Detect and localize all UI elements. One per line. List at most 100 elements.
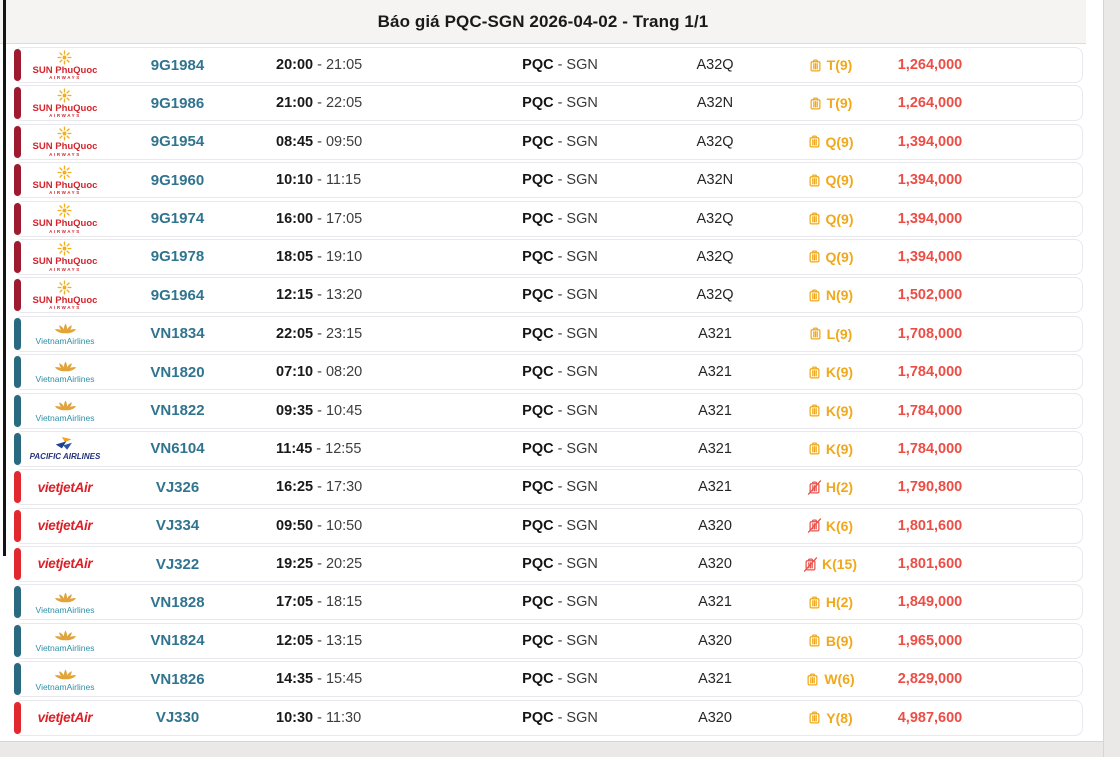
fare-class: Q(9) [825,172,854,189]
price: 1,502,000 [897,287,963,304]
fare-class: K(15) [821,556,857,573]
flight-row[interactable]: VietnamAirlines VN1820 07:10 - 08:20 PQC… [14,354,1083,391]
route-separator: - [557,709,563,726]
flight-number: 9G1986 [150,94,205,112]
route: PQC - SGN [465,671,655,687]
flight-row[interactable]: VietnamAirlines VN1834 22:05 - 23:15 PQC… [14,315,1083,352]
flight-row[interactable]: SUN PhuQuoc AIRWAYS 9G1960 10:10 - 11:15… [14,162,1083,199]
flight-row[interactable]: VietnamAirlines VN1824 12:05 - 13:15 PQC… [14,622,1083,659]
flight-row[interactable]: SUN PhuQuoc AIRWAYS 9G1954 08:45 - 09:50… [14,123,1083,160]
flight-row[interactable]: VietnamAirlines VN1826 14:35 - 15:45 PQC… [14,661,1083,698]
departure-time: 12:15 [276,287,314,304]
fare-class: H(2) [825,594,854,611]
baggage-icon [809,250,819,263]
flight-row[interactable]: PACIFIC AIRLINES VN6104 11:45 - 12:55 PQ… [14,430,1083,467]
route-separator: - [557,671,563,688]
aircraft-type: A320 [698,556,732,573]
flight-row[interactable]: vietjetAir VJ322 19:25 - 20:25 PQC - SGN… [14,546,1083,583]
flight-row[interactable]: SUN PhuQuoc AIRWAYS 9G1978 18:05 - 19:10… [14,238,1083,275]
flight-row[interactable]: vietjetAir VJ330 10:30 - 11:30 PQC - SGN… [14,699,1083,736]
flight-number: VN1824 [150,632,205,650]
route-separator: - [557,440,563,457]
aircraft-type: A321 [698,325,732,342]
flight-row[interactable]: VietnamAirlines VN1822 09:35 - 10:45 PQC… [14,392,1083,429]
airline-accent-bar [14,586,21,619]
aircraft-type: A32N [696,172,734,189]
time-separator: - [317,57,322,73]
route-separator: - [557,210,563,227]
origin-code: PQC [522,517,554,534]
route-separator: - [557,632,563,649]
time-separator: - [317,517,322,534]
flight-row[interactable]: vietjetAir VJ326 16:25 - 17:30 PQC - SGN… [14,469,1083,506]
fare-class: H(2) [825,479,854,496]
flight-number: 9G1978 [150,248,205,266]
origin-code: PQC [522,479,554,496]
origin-code: PQC [522,248,554,265]
price: 1,849,000 [897,594,963,611]
baggage-icon [809,596,820,609]
vietnam-airlines-logo: VietnamAirlines [36,322,94,346]
time-separator: - [317,556,322,573]
sun-icon [57,49,73,65]
flight-number: VN1822 [150,402,205,420]
fare-cell: W(6) [775,671,885,687]
flight-number: VN1826 [150,670,205,688]
departure-time: 14:35 [276,671,314,688]
flight-times: 09:35 - 10:45 [240,403,465,419]
airline-accent-bar [14,87,21,120]
flight-row[interactable]: VietnamAirlines VN1828 17:05 - 18:15 PQC… [14,584,1083,621]
price: 1,965,000 [897,632,963,649]
flight-number: VJ330 [155,709,200,727]
fare-cell: K(15) [775,556,885,572]
airline-name: VietnamAirlines [35,374,95,385]
departure-time: 19:25 [276,556,314,573]
time-separator: - [317,133,322,150]
no-baggage [807,518,822,533]
flight-times: 16:00 - 17:05 [240,211,465,227]
fare-class: T(9) [826,95,853,112]
origin-code: PQC [522,364,554,381]
airline-logo: VietnamAirlines [15,591,115,615]
aircraft-type: A321 [698,440,732,457]
flight-row[interactable]: SUN PhuQuoc AIRWAYS 9G1974 16:00 - 17:05… [14,200,1083,237]
fare-cell: Q(9) [775,249,885,265]
flight-list: SUN PhuQuoc AIRWAYS 9G1984 20:00 - 21:05… [14,47,1083,738]
arrival-time: 22:05 [325,95,363,112]
right-strip [1103,0,1120,757]
destination-code: SGN [566,517,598,534]
price: 1,264,000 [897,57,963,73]
flight-row[interactable]: SUN PhuQuoc AIRWAYS 9G1964 12:15 - 13:20… [14,277,1083,314]
aircraft-type: A320 [698,709,732,726]
flight-row[interactable]: vietjetAir VJ334 09:50 - 10:50 PQC - SGN… [14,507,1083,544]
aircraft-type: A32Q [696,248,734,265]
route: PQC - SGN [465,710,655,726]
window-edge-line [3,0,6,556]
vietnam-airlines-logo: VietnamAirlines [36,591,94,615]
destination-code: SGN [566,556,598,573]
airline-name: vietjetAir [37,709,93,725]
baggage-icon [810,59,821,71]
airline-name: SUN PhuQuoc [32,256,98,268]
flight-times: 20:00 - 21:05 [240,57,465,73]
flight-times: 17:05 - 18:15 [240,594,465,610]
fare-cell: N(9) [775,287,885,303]
time-separator: - [317,172,322,189]
flight-number: 9G1984 [150,56,205,74]
origin-code: PQC [522,594,554,611]
aircraft-type: A32Q [696,57,734,73]
airline-accent-bar [14,202,21,235]
lotus-icon [54,630,76,641]
flight-times: 21:00 - 22:05 [240,95,465,111]
arrival-time: 17:05 [325,210,363,227]
flight-row[interactable]: SUN PhuQuoc AIRWAYS 9G1986 21:00 - 22:05… [14,85,1083,122]
flight-row[interactable]: SUN PhuQuoc AIRWAYS 9G1984 20:00 - 21:05… [14,47,1083,83]
airline-accent-bar [14,471,21,504]
vietnam-airlines-logo: VietnamAirlines [36,668,94,692]
fare-class: T(9) [826,57,853,73]
route: PQC - SGN [465,479,655,495]
origin-code: PQC [522,402,554,419]
sun-icon [57,88,73,103]
flight-number: VN1828 [150,593,205,611]
airline-accent-bar [14,317,21,350]
